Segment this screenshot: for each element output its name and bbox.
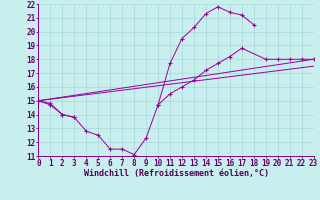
X-axis label: Windchill (Refroidissement éolien,°C): Windchill (Refroidissement éolien,°C) xyxy=(84,169,268,178)
